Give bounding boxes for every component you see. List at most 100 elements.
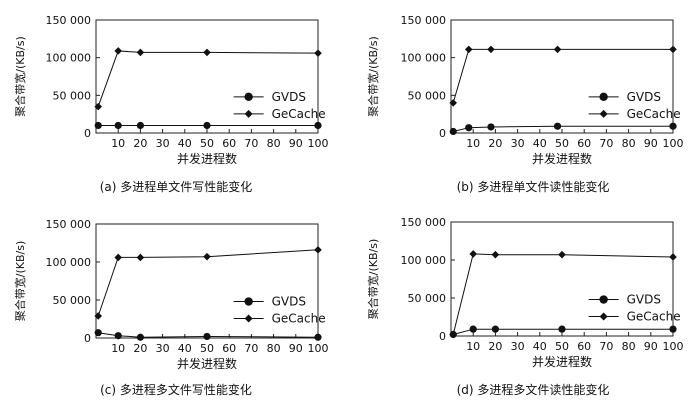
x-axis-label: 并发进程数 — [177, 151, 237, 166]
y-tick-label: 0 — [439, 330, 446, 343]
x-tick-label: 30 — [156, 137, 170, 150]
x-tick-label: 30 — [511, 340, 525, 353]
data-point-GVDS — [314, 333, 322, 341]
data-point-GeCache — [203, 252, 211, 261]
y-tick-label: 0 — [439, 127, 446, 140]
x-tick-label: 10 — [466, 137, 480, 150]
legend-label: GeCache — [627, 107, 681, 121]
data-point-GeCache — [464, 45, 473, 54]
y-tick-label: 50 000 — [53, 294, 92, 307]
x-tick-label: 20 — [133, 137, 147, 150]
y-tick-label: 150 000 — [46, 218, 92, 231]
data-point-GVDS — [203, 332, 211, 341]
data-point-GeCache — [136, 48, 145, 57]
y-tick-label: 100 000 — [46, 256, 92, 269]
x-tick-label: 90 — [644, 340, 658, 353]
y-axis-label: 聚合带宽/(KB/s) — [13, 36, 27, 117]
y-tick-label: 0 — [84, 332, 91, 345]
x-tick-label: 20 — [133, 342, 147, 355]
x-tick-label: 50 — [555, 340, 569, 353]
legend-label: GVDS — [272, 295, 306, 309]
x-tick-label: 20 — [488, 137, 502, 150]
data-point-GeCache — [114, 47, 122, 55]
legend-marker — [244, 314, 253, 323]
figure-caption: (a) 多进程单文件写性能变化 — [100, 179, 253, 194]
data-point-GVDS — [136, 121, 144, 130]
figure-caption: (c) 多进程多文件写性能变化 — [100, 382, 252, 397]
y-tick-label: 100 000 — [401, 254, 447, 267]
chart-panel-1: 0 50 000 100 000 150 000 10 20 30 40 50 60 70 80 90 1… — [366, 14, 684, 194]
x-tick-label: 70 — [599, 137, 613, 150]
x-tick-label: 70 — [244, 342, 258, 355]
data-point-GeCache — [449, 99, 458, 107]
x-tick-label: 70 — [244, 137, 258, 150]
x-tick-label: 80 — [622, 340, 636, 353]
x-tick-label: 60 — [577, 340, 591, 353]
x-tick-label: 80 — [267, 342, 281, 355]
data-point-GVDS — [669, 122, 677, 130]
data-point-GeCache — [449, 330, 458, 339]
data-point-GeCache — [558, 250, 566, 259]
x-tick-label: 80 — [622, 137, 636, 150]
x-tick-label: 70 — [599, 340, 613, 353]
y-tick-label: 50 000 — [408, 89, 447, 102]
data-point-GVDS — [669, 325, 677, 333]
data-point-GVDS — [114, 332, 122, 340]
y-tick-label: 150 000 — [46, 14, 92, 27]
data-point-GVDS — [469, 325, 477, 333]
data-point-GVDS — [449, 127, 457, 136]
x-tick-label: 50 — [200, 342, 214, 355]
data-point-GeCache — [669, 45, 677, 54]
x-axis-label: 并发进程数 — [532, 151, 592, 166]
y-tick-label: 50 000 — [408, 292, 447, 305]
x-tick-label: 10 — [111, 342, 125, 355]
chart-panel-0: 0 50 000 100 000 150 000 10 20 30 40 50 60 70 80 90 1… — [13, 14, 329, 194]
x-tick-label: 60 — [577, 137, 591, 150]
x-tick-label: 50 — [200, 137, 214, 150]
data-point-GVDS — [314, 121, 322, 130]
data-point-GeCache — [669, 253, 677, 261]
legend-marker — [599, 312, 608, 321]
x-tick-label: 40 — [178, 342, 192, 355]
x-tick-label: 90 — [289, 137, 303, 150]
legend-marker — [244, 109, 253, 118]
y-axis-label: 聚合带宽/(KB/s) — [366, 239, 380, 320]
x-tick-label: 80 — [267, 137, 281, 150]
data-point-GeCache — [203, 48, 211, 57]
chart-panel-3: 0 50 000 100 000 150 000 10 20 30 40 50 60 70 80 90 1… — [366, 216, 684, 397]
data-point-GVDS — [203, 121, 211, 130]
x-tick-label: 100 — [308, 342, 329, 355]
data-point-GVDS — [136, 333, 144, 341]
y-tick-label: 0 — [84, 127, 91, 140]
legend-label: GVDS — [272, 90, 306, 104]
legend-label: GeCache — [272, 107, 326, 121]
y-axis-label: 聚合带宽/(KB/s) — [13, 241, 27, 322]
x-tick-label: 60 — [222, 137, 236, 150]
legend-label: GVDS — [627, 90, 661, 104]
data-point-GeCache — [314, 246, 322, 254]
x-tick-label: 90 — [289, 342, 303, 355]
x-tick-label: 30 — [511, 137, 525, 150]
y-tick-label: 100 000 — [401, 52, 447, 65]
data-point-GVDS — [487, 123, 495, 131]
data-point-GeCache — [553, 45, 562, 54]
data-point-GeCache — [94, 102, 103, 111]
data-point-GeCache — [491, 250, 500, 259]
legend-marker — [244, 92, 253, 102]
x-tick-label: 100 — [308, 137, 329, 150]
x-tick-label: 100 — [663, 137, 684, 150]
legend-label: GeCache — [272, 312, 326, 326]
chart-panel-2: 0 50 000 100 000 150 000 10 20 30 40 50 60 70 80 90 1… — [13, 218, 329, 397]
legend-label: GeCache — [627, 310, 681, 324]
data-point-GVDS — [94, 329, 102, 337]
x-axis-label: 并发进程数 — [177, 356, 237, 371]
data-point-GVDS — [553, 122, 562, 130]
data-point-GVDS — [94, 121, 102, 130]
data-point-GVDS — [558, 325, 566, 333]
legend-marker — [244, 297, 253, 306]
legend-marker — [599, 109, 608, 118]
x-tick-label: 30 — [156, 342, 170, 355]
data-point-GeCache — [469, 250, 477, 258]
